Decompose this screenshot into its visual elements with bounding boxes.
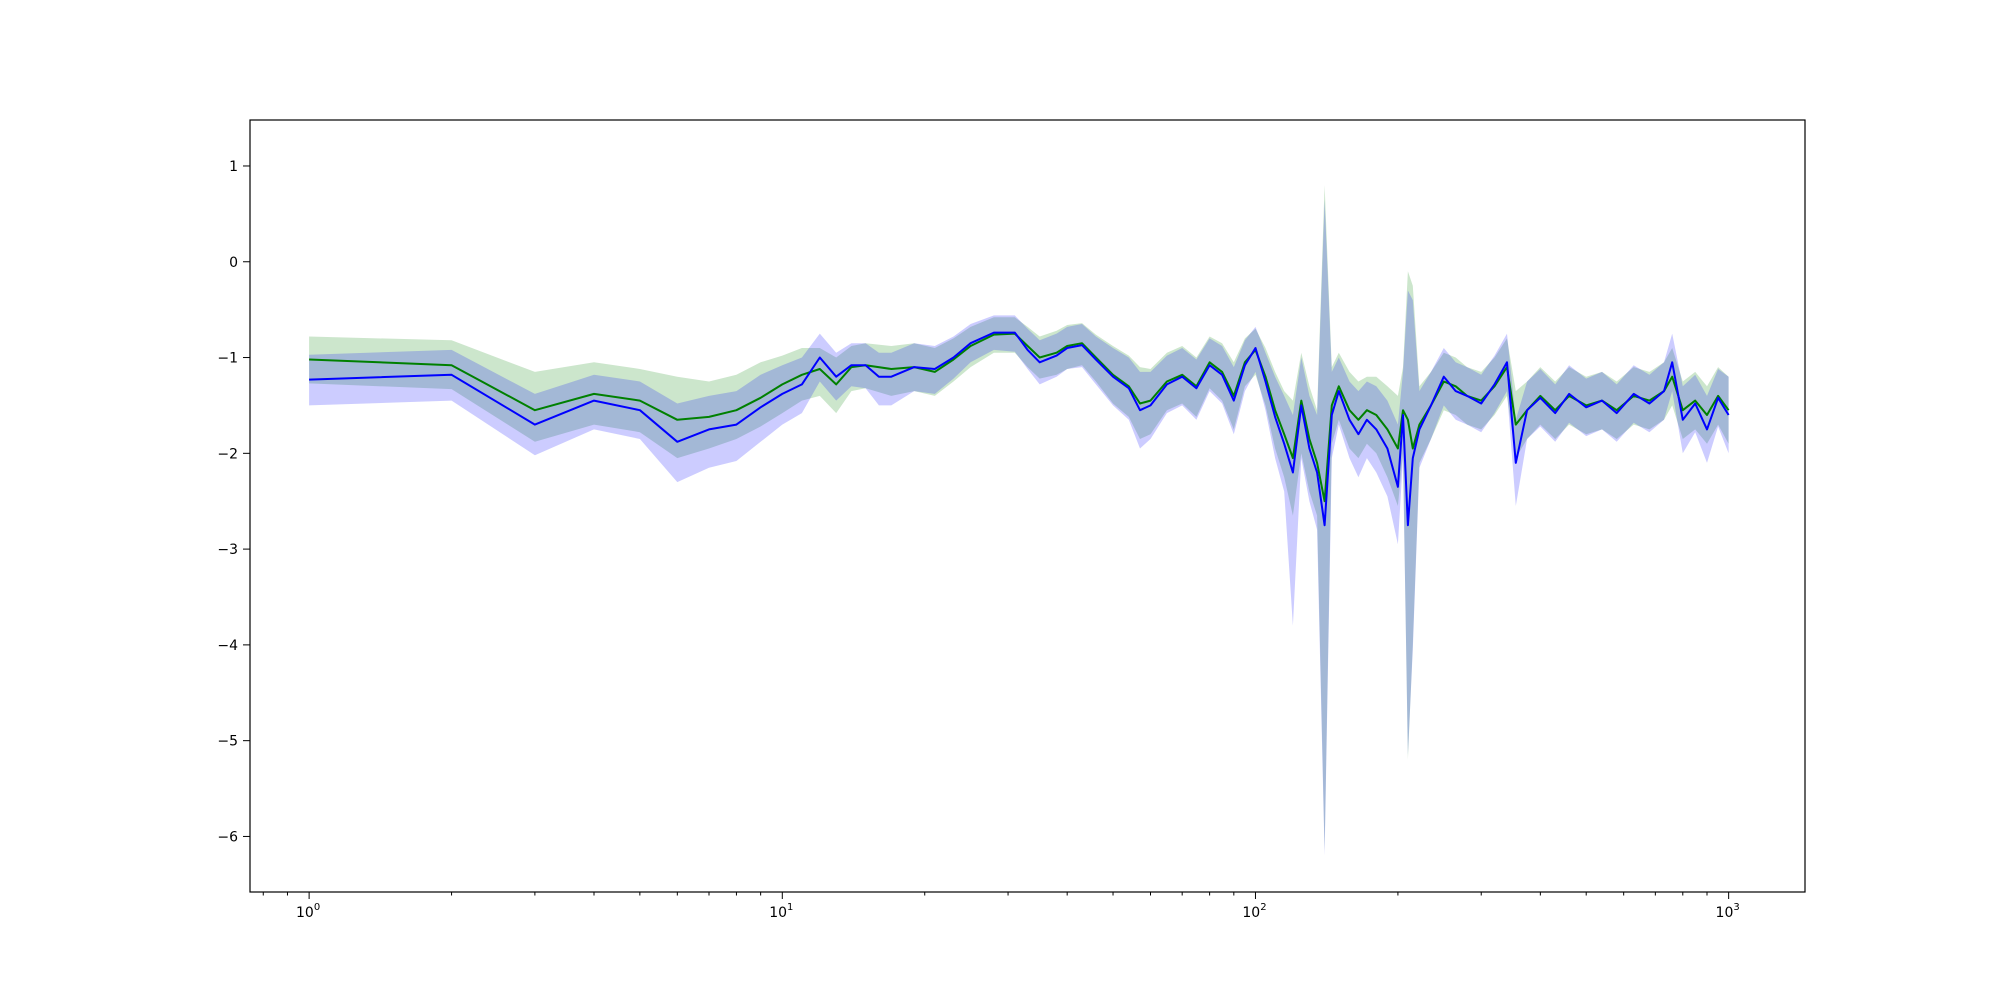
y-tick-label: −3 (217, 542, 238, 558)
x-tick-base: 10 (296, 905, 314, 921)
y-tick-label: 1 (229, 159, 238, 175)
y-tick-label: −5 (217, 734, 238, 750)
x-tick-base: 10 (1242, 905, 1260, 921)
x-tick-exponent: 0 (314, 902, 320, 913)
y-tick-label: −1 (217, 351, 238, 367)
x-tick-exponent: 1 (787, 902, 793, 913)
y-tick-label: −2 (217, 446, 238, 462)
x-tick-exponent: 3 (1733, 902, 1739, 913)
y-tick-label: 0 (229, 255, 238, 271)
x-tick-base: 10 (1716, 905, 1734, 921)
x-tick-base: 10 (769, 905, 787, 921)
x-tick-exponent: 2 (1260, 902, 1266, 913)
y-tick-label: −6 (217, 829, 238, 845)
y-tick-label: −4 (217, 638, 238, 654)
